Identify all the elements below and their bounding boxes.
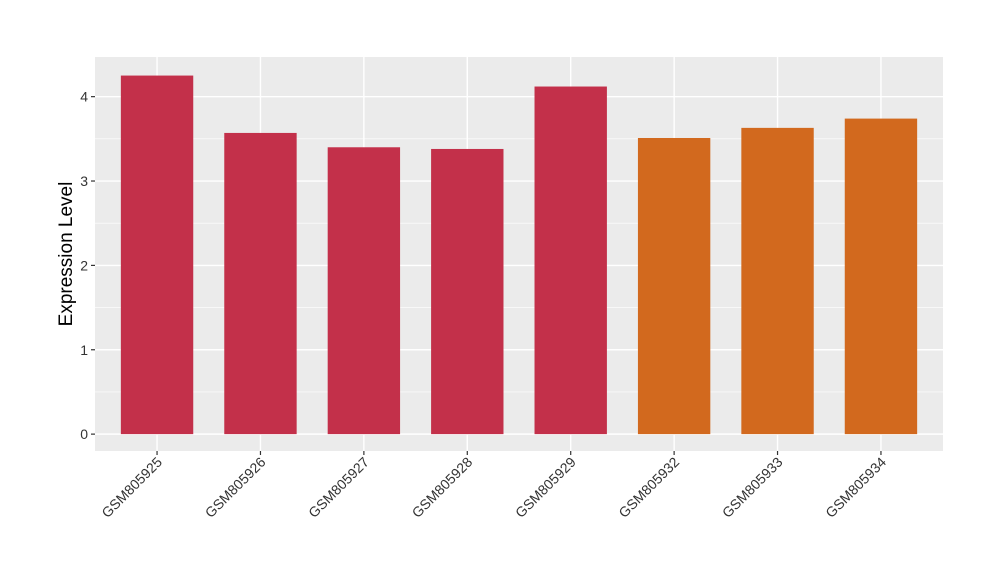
x-tick-label: GSM805932 xyxy=(615,454,682,521)
bar xyxy=(637,137,711,435)
x-tick-label: GSM805929 xyxy=(512,454,579,521)
bar xyxy=(844,118,918,435)
y-tick-label: 1 xyxy=(80,342,88,358)
bar xyxy=(534,86,607,435)
y-tick-label: 3 xyxy=(80,173,88,189)
bar xyxy=(741,127,814,435)
y-tick-label: 2 xyxy=(80,257,88,273)
bar xyxy=(224,132,297,435)
bar xyxy=(431,148,504,435)
x-tick-label: GSM805927 xyxy=(305,454,372,521)
x-axis: GSM805925 GSM805926 GSM805927 GSM805928 GSM8… xyxy=(98,451,889,521)
y-tick-label: 0 xyxy=(80,426,88,442)
bar xyxy=(120,75,194,435)
bar xyxy=(327,147,401,435)
x-tick-label: GSM805926 xyxy=(202,454,269,521)
x-tick-label: GSM805934 xyxy=(822,454,889,521)
y-axis-label: Expression Level xyxy=(56,182,77,327)
x-tick-label: GSM805933 xyxy=(719,454,786,521)
y-axis: 0 1 2 3 4 xyxy=(80,89,95,442)
x-tick-label: GSM805925 xyxy=(98,454,165,521)
bars xyxy=(120,75,918,435)
x-tick-label: GSM805928 xyxy=(409,454,476,521)
y-tick-label: 4 xyxy=(80,89,88,105)
